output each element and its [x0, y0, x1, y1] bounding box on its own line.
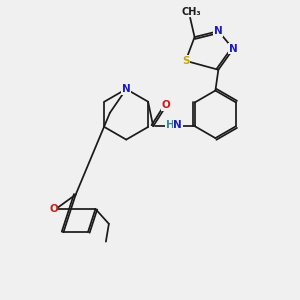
Text: N: N — [173, 120, 182, 130]
Text: N: N — [229, 44, 238, 54]
Text: CH₃: CH₃ — [182, 7, 201, 17]
Text: N: N — [122, 84, 130, 94]
Text: O: O — [49, 204, 58, 214]
Text: S: S — [182, 56, 189, 66]
Text: H: H — [166, 120, 175, 130]
Text: N: N — [214, 26, 223, 36]
Text: O: O — [162, 100, 170, 110]
